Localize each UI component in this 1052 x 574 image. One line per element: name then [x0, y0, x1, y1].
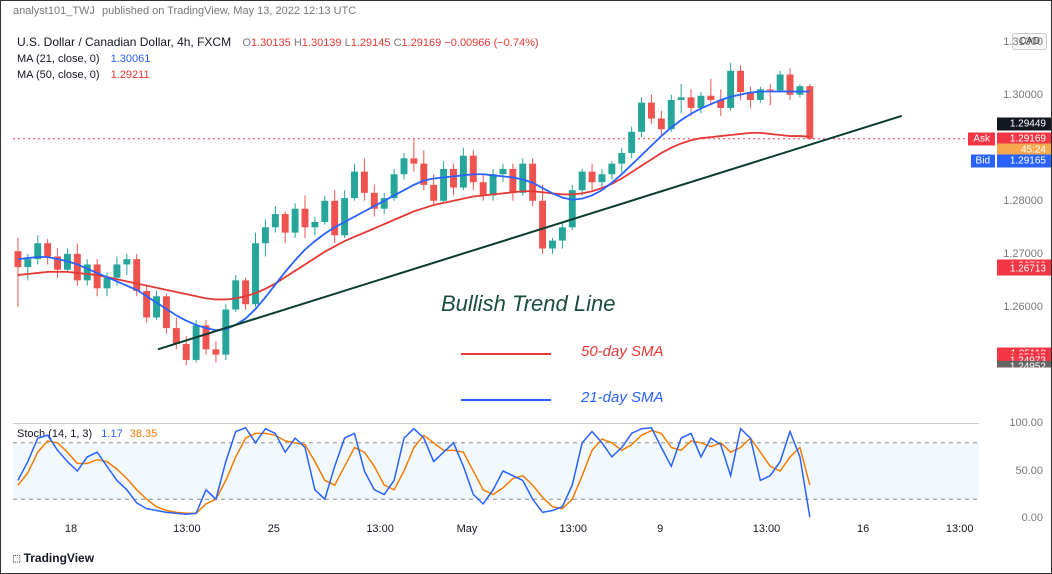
price-axis[interactable]: 1.31000 1.30000 1.28000 1.27000 1.26000 1.294… — [983, 31, 1051, 413]
time-tick: 13:00 — [366, 523, 394, 535]
sma50-line-key — [461, 353, 551, 355]
price-chart[interactable] — [13, 31, 979, 413]
price-tick: 1.26000 — [1003, 301, 1043, 313]
stoch-tick: 100.00 — [1009, 417, 1043, 429]
sma21-line-key — [461, 399, 551, 401]
publish-datetime: May 13, 2022 12:13 UTC — [233, 5, 356, 17]
sma50-annotation: 50-day SMA — [581, 343, 664, 360]
time-tick: 18 — [65, 523, 77, 535]
time-tick: 13:00 — [560, 523, 588, 535]
publish-header: analyst101_TWJ published on TradingView,… — [13, 5, 356, 17]
trendline-annotation: Bullish Trend Line — [441, 291, 615, 317]
price-tag: 1.29165 — [997, 154, 1051, 167]
chart-container: analyst101_TWJ published on TradingView,… — [0, 0, 1052, 574]
stoch-chart[interactable]: Stoch (14, 1, 3) 1.17 38.35 — [13, 423, 979, 518]
time-tick: 25 — [268, 523, 280, 535]
stoch-axis[interactable]: 100.0050.000.00 — [983, 423, 1051, 518]
ask-label: Ask — [968, 132, 995, 145]
price-tick: 1.27000 — [1003, 248, 1043, 260]
time-tick: 13:00 — [173, 523, 201, 535]
price-tick: 1.28000 — [1003, 195, 1043, 207]
stoch-tick: 0.00 — [1022, 512, 1043, 524]
tradingview-logo[interactable]: ⬚ TradingView — [13, 551, 94, 565]
time-axis[interactable]: 18 13:00 25 13:00 May 13:00 9 13:00 16 13:00 — [13, 523, 979, 543]
publisher: analyst101_TWJ — [13, 5, 95, 17]
stoch-tick: 50.00 — [1015, 465, 1043, 477]
sma21-annotation: 21-day SMA — [581, 389, 664, 406]
time-tick: 9 — [657, 523, 663, 535]
time-tick: 16 — [857, 523, 869, 535]
price-tick: 1.30000 — [1003, 89, 1043, 101]
price-tag: 1.26713 — [997, 263, 1051, 276]
time-tick: 13:00 — [753, 523, 781, 535]
time-tick: May — [457, 523, 478, 535]
published-text: published on — [102, 5, 164, 17]
bid-label: Bid — [971, 154, 995, 167]
platform: TradingView, — [167, 5, 230, 17]
price-tick: 1.31000 — [1003, 36, 1043, 48]
price-tag: 1.29449 — [997, 117, 1051, 130]
time-tick: 13:00 — [946, 523, 974, 535]
